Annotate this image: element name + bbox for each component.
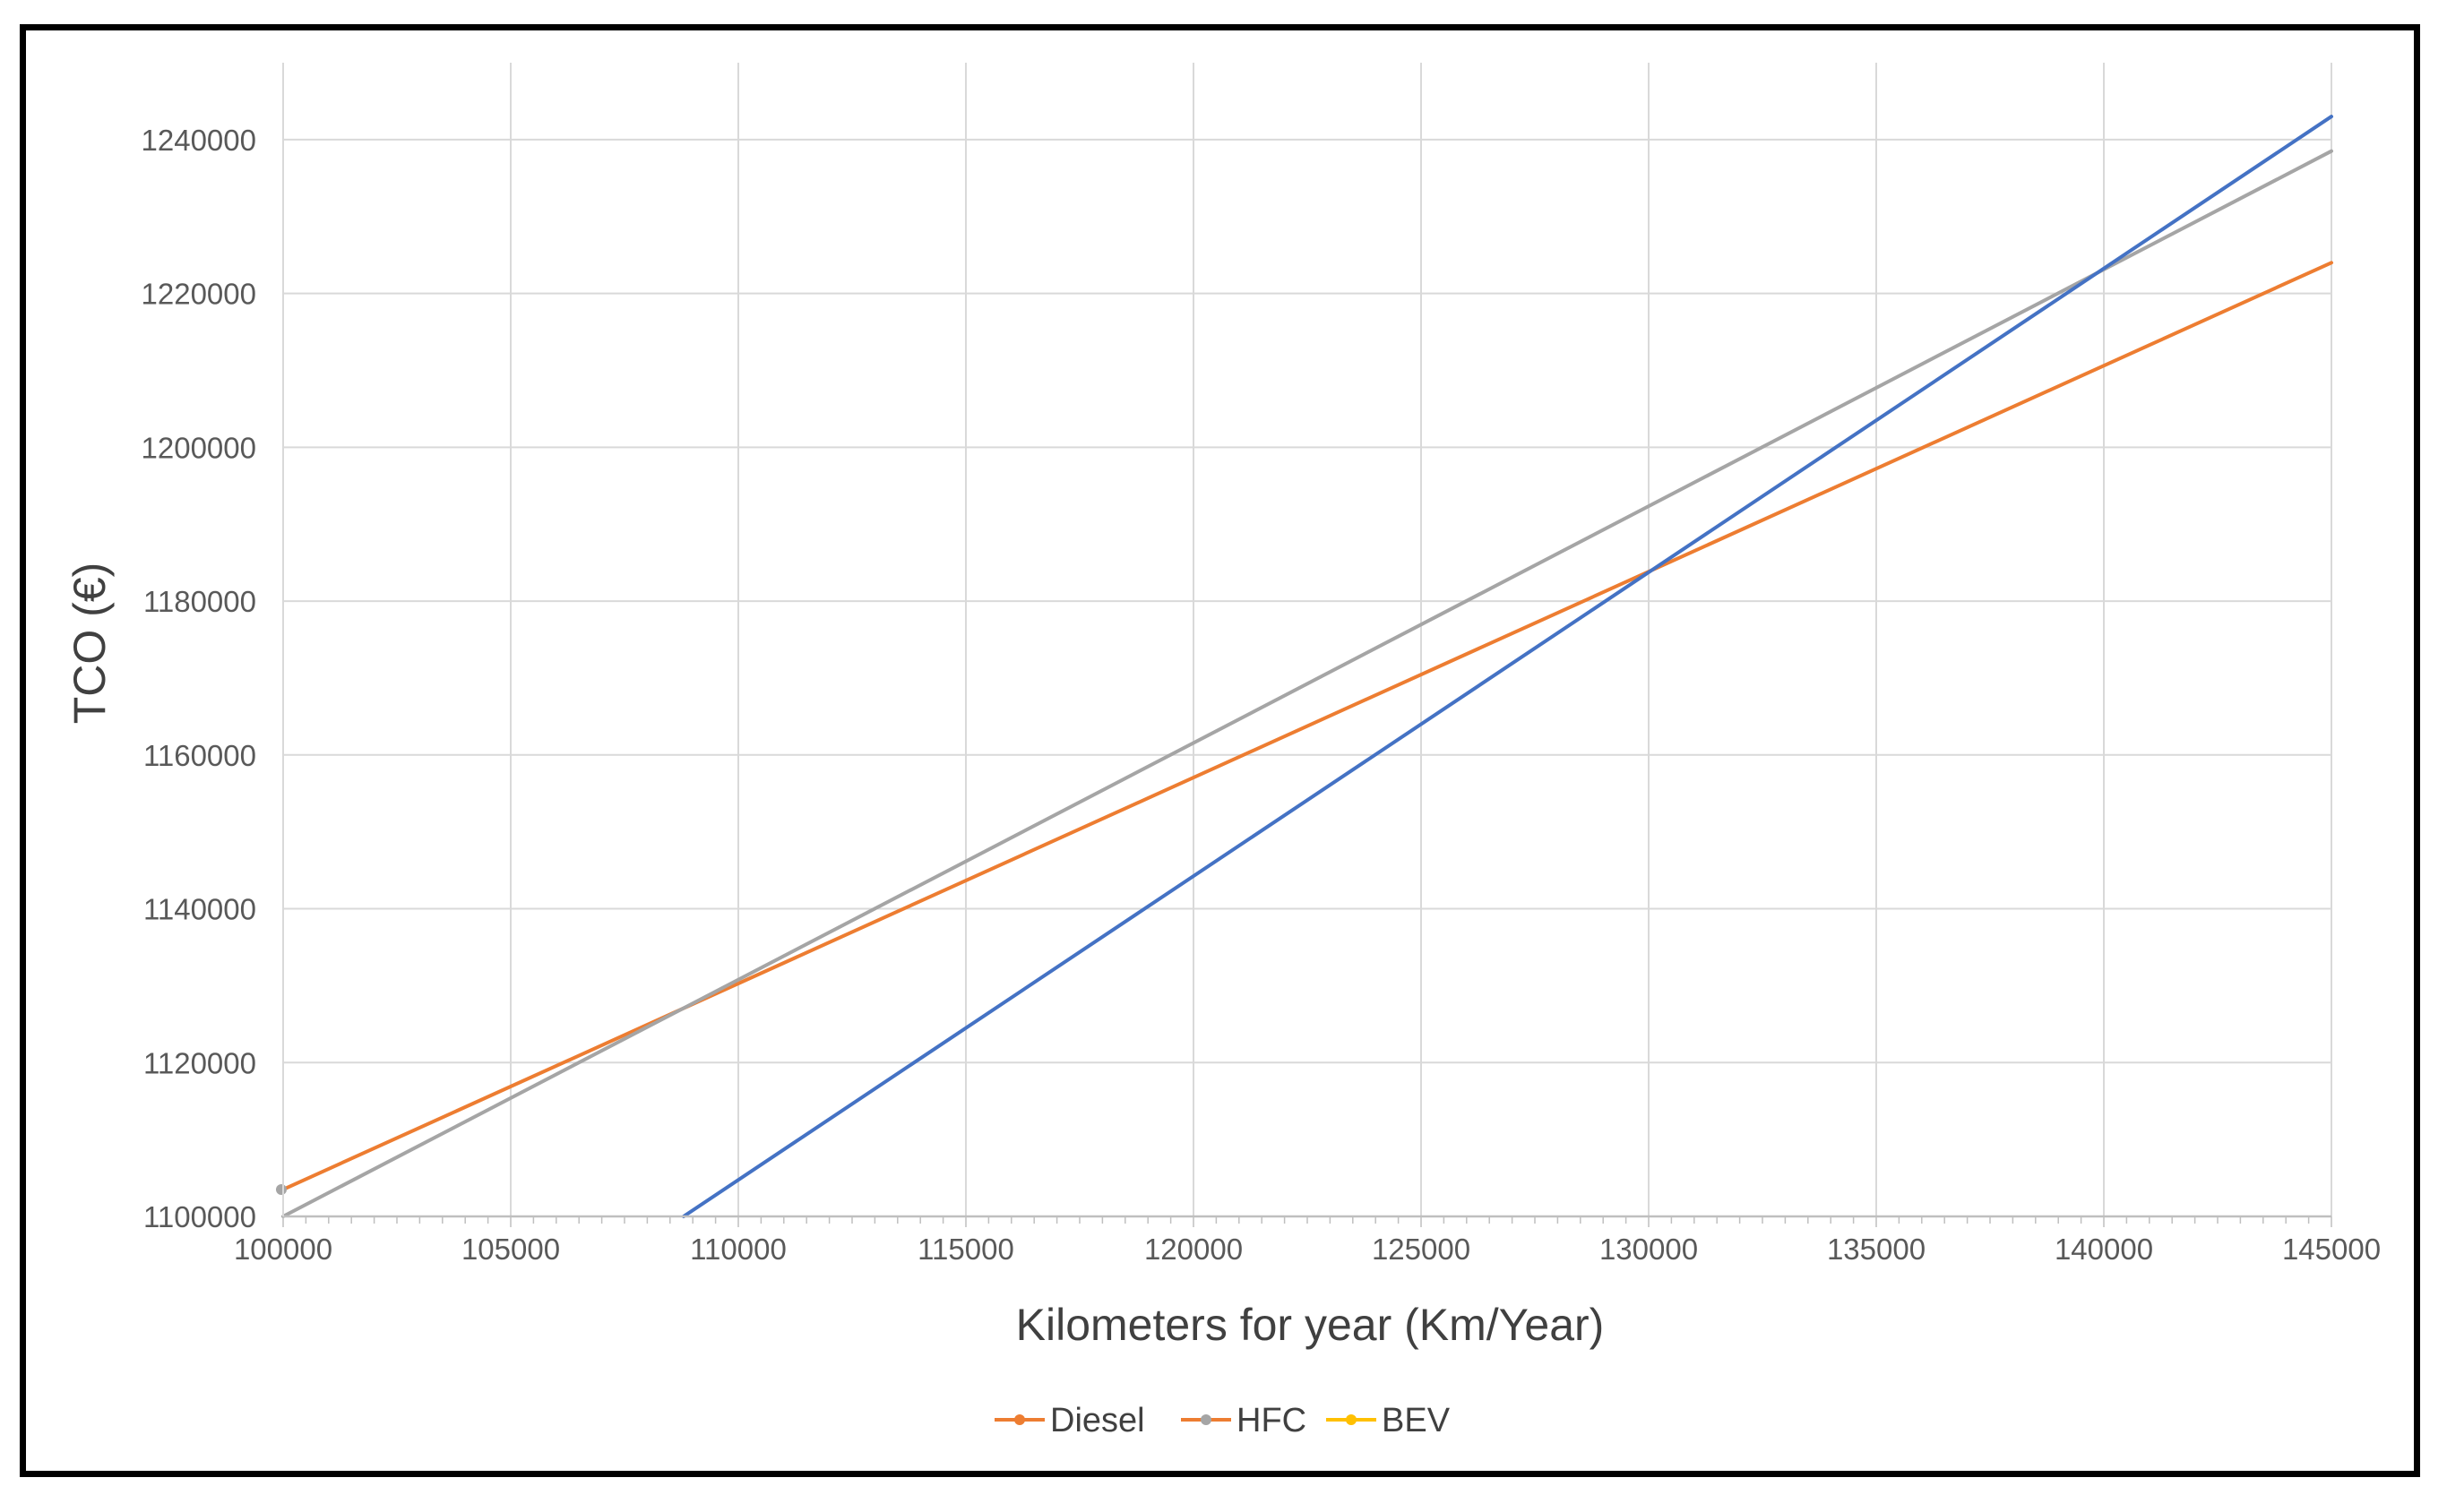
y-tick-label: 1140000 bbox=[143, 893, 256, 926]
y-tick-label: 1180000 bbox=[143, 585, 256, 618]
y-tick-label: 1160000 bbox=[143, 739, 256, 772]
series-line-hfc bbox=[281, 149, 2333, 1218]
series-start-marker bbox=[276, 1183, 287, 1195]
chart-frame bbox=[20, 24, 2420, 1477]
series-line-diesel bbox=[281, 261, 2333, 1191]
x-tick-label: 120000 bbox=[1144, 1233, 1243, 1266]
y-tick-labels: 1100000 1120000 1140000 1160000 1180000 12000… bbox=[142, 124, 256, 1233]
y-tick-label: 1200000 bbox=[142, 431, 256, 464]
legend-item-hfc: HFC bbox=[1181, 1402, 1306, 1439]
x-tick-label: 100000 bbox=[234, 1233, 332, 1266]
series-lines bbox=[276, 115, 2333, 1218]
x-tick-label: 140000 bbox=[2055, 1233, 2153, 1266]
x-tick-label: 115000 bbox=[918, 1233, 1014, 1266]
x-tick-label: 110000 bbox=[690, 1233, 787, 1266]
y-tick-label: 1240000 bbox=[142, 124, 256, 157]
x-tick-label: 130000 bbox=[1599, 1233, 1698, 1266]
legend-item-diesel: Diesel bbox=[995, 1402, 1145, 1439]
x-tick-label: 145000 bbox=[2282, 1233, 2381, 1266]
legend-swatch-marker bbox=[1014, 1414, 1025, 1425]
legend-label: BEV bbox=[1382, 1402, 1451, 1439]
legend-swatch-marker bbox=[1201, 1414, 1211, 1425]
legend-item-bev: BEV bbox=[1326, 1402, 1451, 1439]
x-tick-label: 105000 bbox=[461, 1233, 560, 1266]
series-line-bev bbox=[682, 115, 2333, 1218]
y-axis-title: TCO (€) bbox=[65, 563, 115, 725]
y-tick-label: 1220000 bbox=[142, 278, 256, 311]
legend-label: Diesel bbox=[1050, 1402, 1145, 1439]
legend-label: HFC bbox=[1236, 1402, 1306, 1439]
axes bbox=[282, 63, 2332, 1227]
y-tick-label: 1120000 bbox=[143, 1046, 256, 1079]
x-axis-title: Kilometers for year (Km/Year) bbox=[1016, 1300, 1605, 1350]
x-tick-label: 125000 bbox=[1372, 1233, 1470, 1266]
legend-swatch-marker bbox=[1346, 1414, 1357, 1425]
x-tick-label: 135000 bbox=[1827, 1233, 1926, 1266]
y-tick-label: 1100000 bbox=[143, 1200, 256, 1233]
gridlines bbox=[283, 63, 2332, 1216]
x-tick-labels: 100000 105000 110000 115000 120000 125000 1300… bbox=[234, 1233, 2381, 1266]
legend: Diesel HFC BEV bbox=[995, 1402, 1451, 1439]
